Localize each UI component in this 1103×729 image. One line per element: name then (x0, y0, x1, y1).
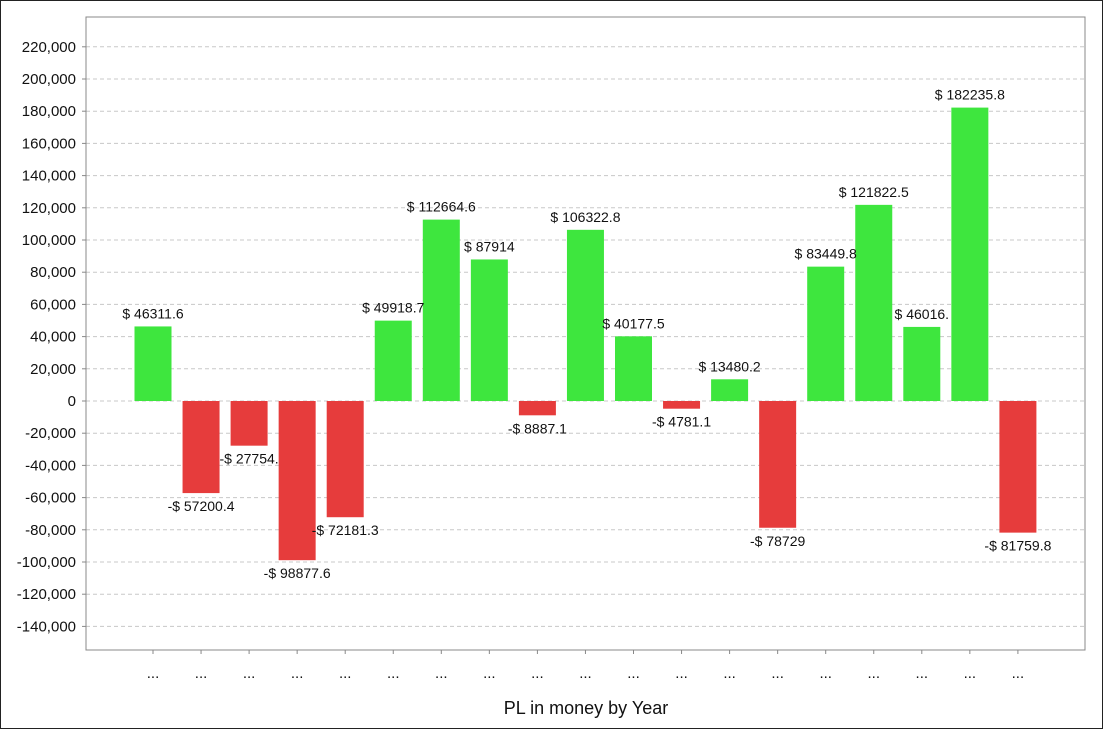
y-tick-label: 220,000 (22, 39, 76, 56)
bar (663, 401, 701, 409)
bar (182, 401, 220, 494)
bar (230, 401, 268, 446)
x-tick-label: ... (531, 665, 544, 682)
data-label: $ 46016. (895, 306, 950, 322)
y-tick-label: 40,000 (30, 329, 76, 346)
label-layer: $ 46311.6 -$ 57200.4 -$ 27754. -$ 98877.6 -$… (122, 87, 1051, 582)
data-label: -$ 78729 (750, 533, 805, 549)
data-label: $ 112664.6 (407, 199, 476, 215)
x-tick-label: ... (723, 665, 736, 682)
x-tick-label: ... (243, 665, 256, 682)
bar (759, 401, 797, 528)
x-tick-label: ... (147, 665, 160, 682)
bar (278, 401, 316, 561)
data-label: $ 46311.6 (122, 305, 183, 321)
y-tick-label: 200,000 (22, 71, 76, 88)
x-tick-label: ... (916, 665, 929, 682)
bar (999, 401, 1037, 533)
bar (903, 326, 941, 401)
x-axis-title: PL in money by Year (504, 698, 668, 718)
x-tick-label: ... (771, 665, 784, 682)
bar (422, 219, 460, 401)
y-tick-label: 80,000 (30, 264, 76, 281)
x-tick-label: ... (964, 665, 977, 682)
y-tick-label: -120,000 (17, 586, 76, 603)
y-tick-label: -140,000 (17, 618, 76, 635)
x-tick-label: ... (579, 665, 592, 682)
y-tick-label: 160,000 (22, 135, 76, 152)
y-tick-label: -80,000 (25, 522, 76, 539)
bar (518, 401, 556, 416)
bar (951, 107, 989, 401)
y-tick-label: 180,000 (22, 103, 76, 120)
x-tick-label: ... (483, 665, 496, 682)
y-tick-label: 0 (68, 393, 76, 410)
y-tick-label: -60,000 (25, 490, 76, 507)
data-label: -$ 98877.6 (264, 565, 331, 581)
y-tick-label: 60,000 (30, 296, 76, 313)
data-label: $ 40177.5 (602, 315, 664, 331)
bar (566, 229, 604, 401)
y-tick-label: 120,000 (22, 200, 76, 217)
data-label: -$ 72181.3 (312, 522, 379, 538)
y-tick-label: -100,000 (17, 554, 76, 571)
data-label: -$ 81759.8 (984, 538, 1051, 554)
x-tick-label: ... (339, 665, 352, 682)
x-tick-label: ... (387, 665, 400, 682)
data-label: -$ 4781.1 (652, 414, 711, 430)
y-tick-label: 20,000 (30, 361, 76, 378)
bar (615, 336, 652, 401)
bar (470, 259, 508, 401)
bar (711, 379, 749, 401)
data-label: $ 121822.5 (839, 184, 909, 200)
x-tick-label: ... (675, 665, 688, 682)
data-label: $ 83449.8 (795, 246, 857, 262)
data-label: -$ 57200.4 (168, 498, 235, 514)
x-tick-label: ... (435, 665, 448, 682)
data-label: $ 49918.7 (362, 300, 424, 316)
x-tick-label: ... (819, 665, 832, 682)
data-label: $ 13480.2 (698, 358, 760, 374)
x-tick-label: ... (627, 665, 640, 682)
y-tick-label: 100,000 (22, 232, 76, 249)
x-tick-label: ... (1012, 665, 1025, 682)
bar (134, 326, 172, 401)
y-tick-label: -40,000 (25, 457, 76, 474)
axis-layer: 220,000 200,000 180,000 160,000 140,000 120,0… (17, 16, 1086, 682)
data-label: $ 182235.8 (935, 87, 1005, 103)
bar (855, 204, 893, 401)
data-label: -$ 27754. (220, 451, 279, 467)
x-tick-label: ... (195, 665, 208, 682)
data-label: $ 106322.8 (550, 209, 620, 225)
bar (807, 266, 845, 401)
y-tick-label: 140,000 (22, 168, 76, 185)
bar (374, 320, 412, 401)
bar-layer (134, 107, 1037, 561)
x-tick-label: ... (867, 665, 880, 682)
y-tick-label: -20,000 (25, 425, 76, 442)
bar (326, 401, 364, 518)
data-label: $ 87914 (464, 238, 515, 254)
data-label: -$ 8887.1 (508, 420, 567, 436)
x-tick-label: ... (291, 665, 304, 682)
